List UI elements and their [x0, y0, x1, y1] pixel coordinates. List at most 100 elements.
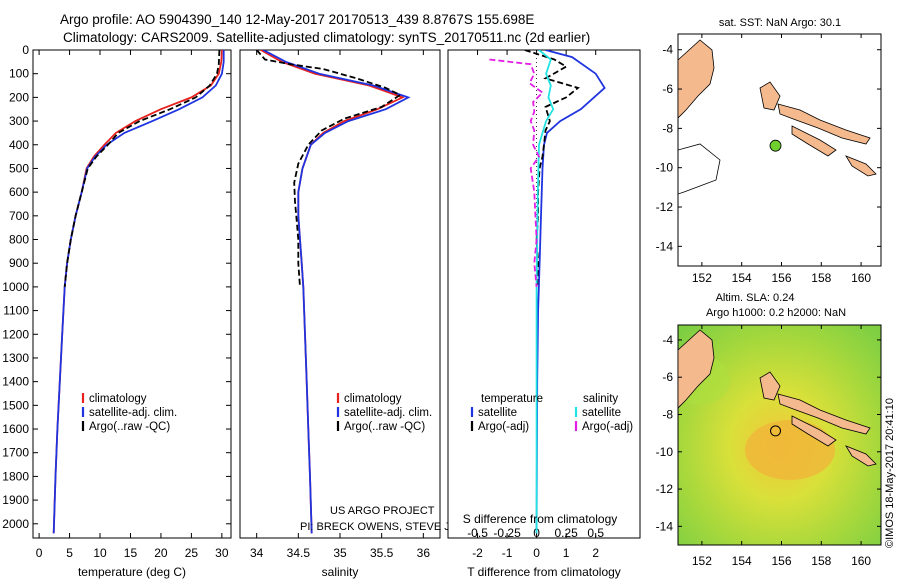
depth-tick-label: 0	[22, 43, 29, 57]
xtick-label: 20	[154, 546, 168, 560]
solomon-islands-north-sla	[777, 393, 871, 435]
map-lon-label: 160	[851, 554, 871, 568]
depth-tick-label: 1400	[2, 375, 29, 389]
xtick-label: 2	[592, 546, 599, 560]
salinity-axes-frame	[239, 49, 441, 539]
depth-tick-label: 600	[9, 185, 29, 199]
map-lat-label: -4	[662, 333, 673, 347]
solomon-islands-south	[791, 125, 837, 157]
series-1-1	[262, 50, 411, 534]
reef-outline	[678, 143, 721, 195]
imos-watermark: ©IMOS 18-May-2017 20:41:10	[884, 398, 896, 548]
bougainville-island-sla	[759, 371, 781, 401]
series-0-1	[52, 50, 225, 534]
xtick-label: 36	[417, 546, 431, 560]
temperature-ticks: 0 5 10 15 20 25 30	[36, 50, 229, 560]
legend-label: satellite	[582, 407, 621, 419]
depth-ticks: 0 100 200 300 400 500 600 700 800 900 1000 1100 1200…	[2, 43, 640, 531]
map-lat-label: -6	[662, 370, 673, 384]
difference-legend: temperature salinity satellite Argo(-adj) sa…	[470, 393, 633, 433]
depth-tick-label: 300	[9, 114, 29, 128]
difference-top-xlabel: S difference from climatology	[463, 512, 618, 526]
temperature-axes-frame	[32, 49, 232, 539]
depth-tick-label: 1300	[2, 351, 29, 365]
map-lon-label: 158	[811, 554, 831, 568]
argo-float-marker-sst	[769, 139, 782, 152]
legend-label: Argo(-adj)	[478, 421, 529, 433]
sla-map-ticks: 152 154 156 158 160 -4 -6 -8 -10 -12 -14	[656, 325, 881, 568]
depth-tick-label: 1100	[3, 304, 29, 318]
map-lat-label: -10	[656, 161, 674, 175]
map-lat-label: -8	[662, 121, 673, 135]
legend-label: climatology	[89, 393, 147, 405]
depth-tick-label: 1200	[2, 327, 29, 341]
legend-header-temperature: temperature	[481, 393, 543, 405]
depth-tick-label: 1800	[2, 469, 29, 483]
temperature-xlabel: temperature (deg C)	[78, 565, 186, 579]
salinity-ticks: 34 34.5 35 35.5 36	[250, 50, 430, 560]
difference-xlabel: T difference from climatology	[467, 565, 621, 579]
xtick-label: 0	[533, 546, 540, 560]
solomon-islands-north	[777, 103, 871, 145]
map-lat-label: -10	[656, 445, 674, 459]
legend-label: satellite-adj. clim.	[89, 407, 177, 419]
map-lat-label: -14	[656, 519, 674, 533]
depth-tick-label: 700	[9, 209, 29, 223]
new-guinea-land	[678, 39, 715, 119]
xtick-label: 5	[66, 546, 73, 560]
makira-island	[845, 155, 877, 177]
depth-tick-label: 1700	[2, 446, 29, 460]
map-lat-label: -12	[656, 482, 674, 496]
xtick-label: 34.5	[287, 546, 311, 560]
depth-tick-label: 1600	[2, 422, 29, 436]
map-lat-label: -8	[662, 407, 673, 421]
salinity-xlabel: salinity	[322, 565, 359, 579]
top-tick-label: -0.5	[467, 526, 488, 540]
sla-map-title-line2: Argo h1000: 0.2 h2000: NaN	[706, 307, 846, 319]
map-lat-label: -12	[656, 200, 674, 214]
solomon-islands-south-sla	[791, 415, 837, 447]
sst-map-title: sat. SST: NaN Argo: 30.1	[719, 17, 841, 29]
difference-lines	[489, 50, 606, 538]
temperature-panel: 0 5 10 15 20 25 30 010020030040050060070080090…	[2, 43, 640, 579]
sst-map-ticks: 152 154 156 158 160 -4 -6 -8 -10 -12 -14	[656, 34, 881, 285]
map-lat-label: -6	[662, 82, 673, 96]
map-lon-label: 154	[732, 554, 752, 568]
xtick-label: 30	[215, 546, 229, 560]
salinity-panel: 34 34.5 35 35.5 36 salinity climatology satel…	[239, 49, 557, 579]
xtick-label: -1	[502, 546, 513, 560]
difference-ticks: -2 -1 0 1 2-0.5 -0.25 0 0.25 0.5	[467, 50, 604, 560]
xtick-label: -2	[472, 546, 483, 560]
credit-line1: US ARGO PROJECT	[330, 505, 435, 517]
sla-map-land	[678, 329, 877, 480]
depth-tick-label: 500	[9, 161, 29, 175]
temperature-lines	[52, 50, 225, 534]
series-1-2	[256, 50, 402, 287]
diff-series-3	[489, 58, 544, 287]
xtick-label: 1	[563, 546, 570, 560]
map-lon-label: 154	[732, 271, 752, 285]
top-tick-label: 0.5	[587, 526, 604, 540]
figure-title-line2: Climatology: CARS2009. Satellite-adjuste…	[63, 30, 590, 45]
map-lon-label: 156	[771, 554, 791, 568]
depth-tick-label: 1900	[2, 493, 29, 507]
series-0-2	[63, 50, 221, 287]
new-guinea-land-sla	[678, 329, 715, 409]
sla-map-title-line1: Altim. SLA: 0.24	[716, 292, 795, 304]
depth-tick-label: 400	[9, 138, 29, 152]
depth-tick-label: 900	[9, 256, 29, 270]
map-lon-label: 152	[692, 271, 712, 285]
xtick-label: 35	[333, 546, 347, 560]
sst-map-panel: sat. SST: NaN Argo: 30.1 152 154 156 158 160…	[656, 17, 882, 285]
figure-title-line1: Argo profile: AO 5904390_140 12-May-2017…	[60, 12, 534, 27]
depth-tick-label: 100	[9, 67, 29, 81]
depth-tick-label: 800	[9, 233, 29, 247]
depth-tick-label: 200	[9, 90, 29, 104]
salinity-legend: climatology satellite-adj. clim. Argo(..ra…	[336, 393, 432, 433]
difference-axes-frame	[447, 49, 641, 539]
difference-panel: -2 -1 0 1 2-0.5 -0.25 0 0.25 0.5 T difference fr…	[447, 49, 641, 579]
diff-series-1	[524, 50, 580, 287]
map-lat-label: -14	[656, 239, 674, 253]
map-lon-label: 160	[851, 271, 871, 285]
